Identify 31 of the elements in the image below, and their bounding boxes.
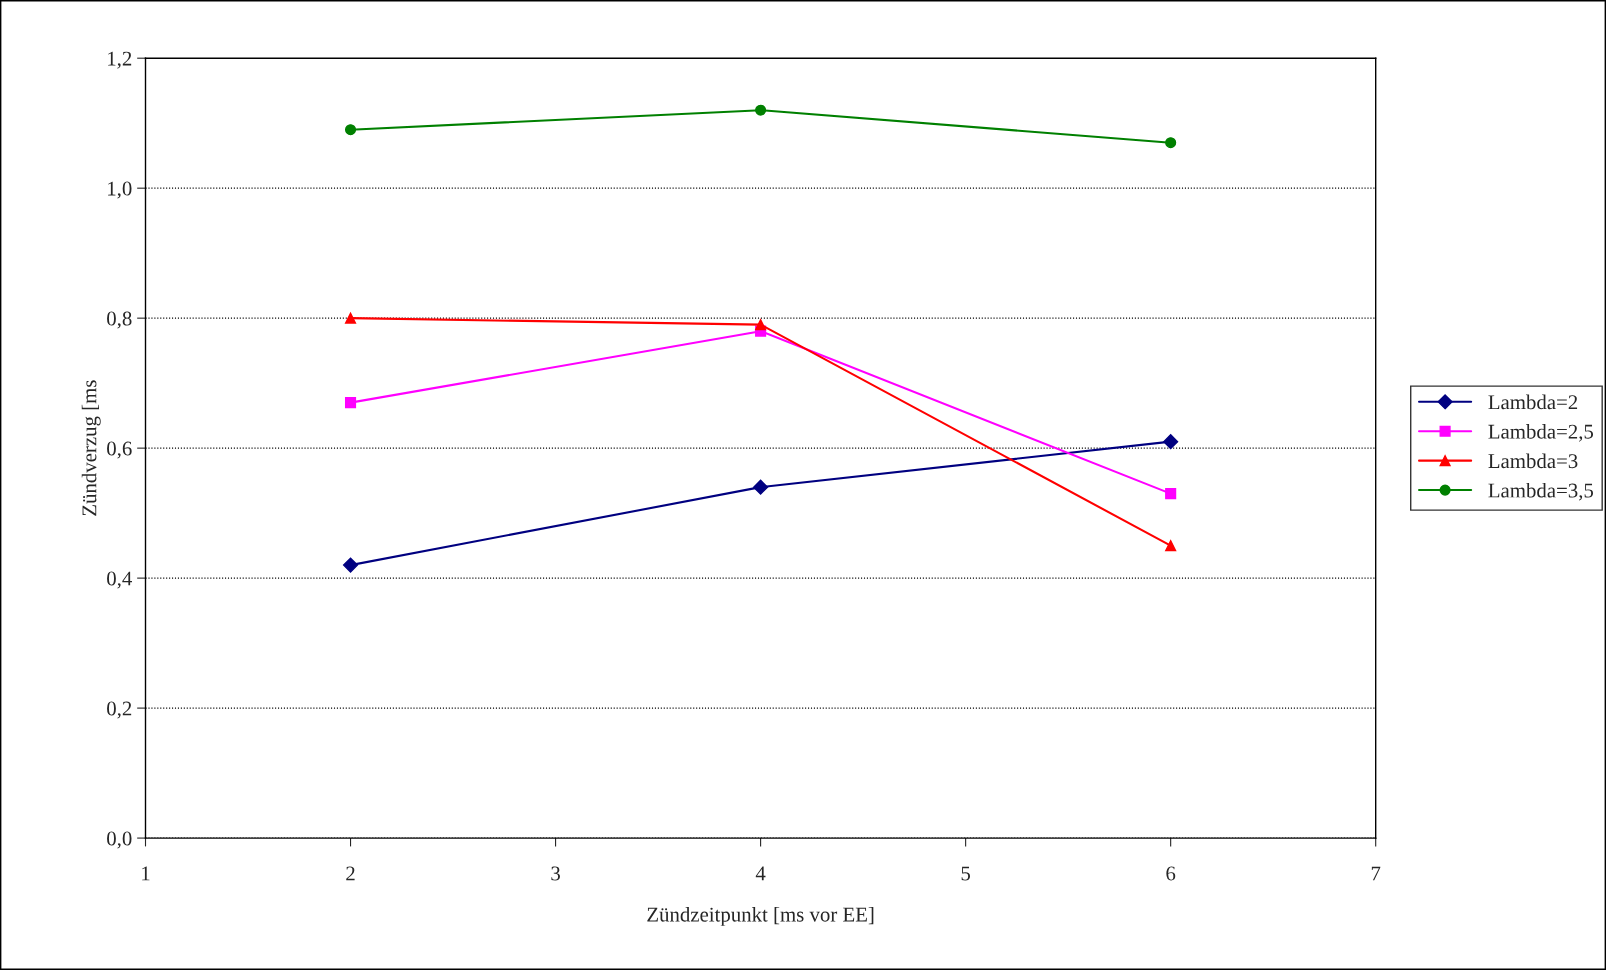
x-tick-label: 3 [551, 866, 560, 881]
x-axis-title: Zündzeitpunkt [ms vor EE] [647, 906, 874, 926]
legend-label: Lambda=2 [1488, 394, 1578, 410]
point [753, 479, 769, 495]
y-tick-label: 1,0 [108, 181, 132, 199]
x-tick-label: 2 [346, 866, 355, 881]
x-tick-label: 1 [142, 866, 150, 881]
point [755, 104, 767, 116]
x-tick-label: 7 [1371, 866, 1381, 881]
legend-label: Lambda=3,5 [1488, 482, 1594, 501]
y-tick-label: 0,0 [107, 831, 132, 849]
legend-label: Lambda=3 [1488, 453, 1578, 469]
x-tick-label: 6 [1166, 866, 1176, 881]
point [1165, 540, 1177, 552]
y-tick-label: 0,2 [107, 701, 132, 719]
point [342, 557, 359, 573]
point [344, 124, 357, 136]
point [1165, 137, 1177, 149]
point [755, 319, 767, 331]
x-tick-label: 4 [755, 866, 766, 881]
point [344, 312, 357, 324]
y-axis-title: Zündverzug [ms [81, 380, 101, 516]
y-tick-label: 0,4 [107, 571, 132, 589]
x-tick-label: 5 [961, 866, 971, 881]
y-tick-label: 1,2 [108, 51, 132, 69]
point [1165, 488, 1177, 500]
y-tick-label: 0,8 [107, 311, 132, 329]
point [344, 397, 357, 409]
legend-label: Lambda=2,5 [1488, 424, 1594, 442]
y-tick-label: 0,6 [107, 441, 132, 459]
point [1163, 434, 1179, 450]
